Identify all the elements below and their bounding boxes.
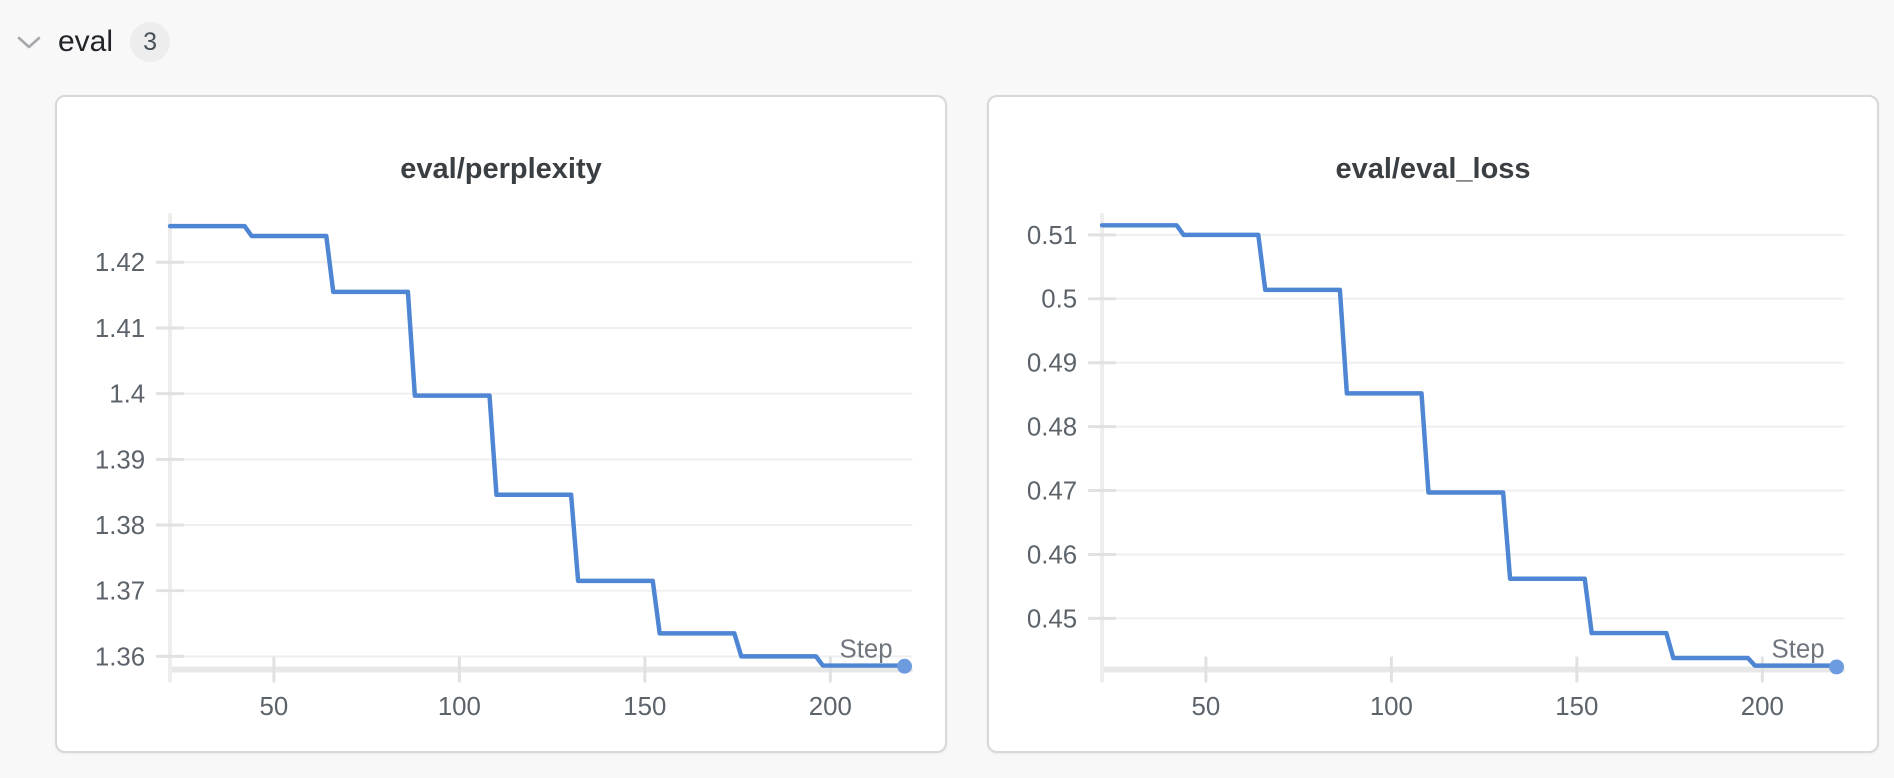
x-tick-label: 50 xyxy=(1192,693,1221,721)
x-tick-label: 100 xyxy=(438,693,481,721)
y-tick-label: 1.41 xyxy=(95,315,145,343)
x-axis-baseline xyxy=(1100,666,1845,673)
chevron-down-icon[interactable] xyxy=(14,29,44,55)
series-line[interactable] xyxy=(1099,223,1839,670)
series-end-dot[interactable] xyxy=(897,658,912,674)
section-header: eval 3 xyxy=(14,18,171,66)
y-tick-label: 0.51 xyxy=(1027,222,1077,250)
y-tick-label: 1.4 xyxy=(109,381,145,409)
section-count-badge: 3 xyxy=(130,22,171,62)
x-axis-label: Step xyxy=(1771,636,1824,664)
y-tick-label: 1.36 xyxy=(95,643,145,671)
section-title[interactable]: eval xyxy=(58,25,114,58)
x-tick-label: 150 xyxy=(1555,693,1598,721)
y-tick-label: 1.37 xyxy=(95,578,145,606)
chart-cards-row: eval/perplexity 1.36 1.37 1.38 1.39 1.4 1.41 1… xyxy=(55,95,1879,753)
y-tick-label: 0.45 xyxy=(1027,605,1077,633)
y-tick-label: 0.49 xyxy=(1027,350,1077,378)
x-tick-label: 50 xyxy=(260,693,289,721)
chart-card-eval-loss[interactable]: eval/eval_loss 0.45 0.46 0.47 0.48 0.49 0.5 0.… xyxy=(987,95,1879,753)
y-tick-label: 1.42 xyxy=(95,249,145,277)
series-end-dot[interactable] xyxy=(1829,659,1844,675)
y-tick-label: 0.46 xyxy=(1027,541,1077,569)
y-tick-label: 0.47 xyxy=(1027,477,1077,505)
chart-card-perplexity[interactable]: eval/perplexity 1.36 1.37 1.38 1.39 1.4 1.41 1… xyxy=(55,95,947,753)
series-line[interactable] xyxy=(167,223,907,669)
chart-title: eval/eval_loss xyxy=(1335,153,1531,185)
eval-loss-plot[interactable]: 0.45 0.46 0.47 0.48 0.49 0.5 0.51 50 100 150 200 St… xyxy=(989,97,1877,751)
x-tick-label: 100 xyxy=(1370,693,1413,721)
x-tick-label: 200 xyxy=(1741,693,1784,721)
x-tick-label: 150 xyxy=(623,693,666,721)
perplexity-plot[interactable]: 1.36 1.37 1.38 1.39 1.4 1.41 1.42 50 100 150 200 St… xyxy=(57,97,945,751)
y-tick-label: 0.5 xyxy=(1041,286,1077,314)
y-tick-label: 1.38 xyxy=(95,512,145,540)
y-tick-label: 1.39 xyxy=(95,446,145,474)
chart-title: eval/perplexity xyxy=(400,153,602,185)
x-tick-label: 200 xyxy=(809,693,852,721)
x-axis-label: Step xyxy=(839,636,892,664)
x-axis-baseline xyxy=(168,666,913,673)
y-tick-label: 0.48 xyxy=(1027,414,1077,442)
